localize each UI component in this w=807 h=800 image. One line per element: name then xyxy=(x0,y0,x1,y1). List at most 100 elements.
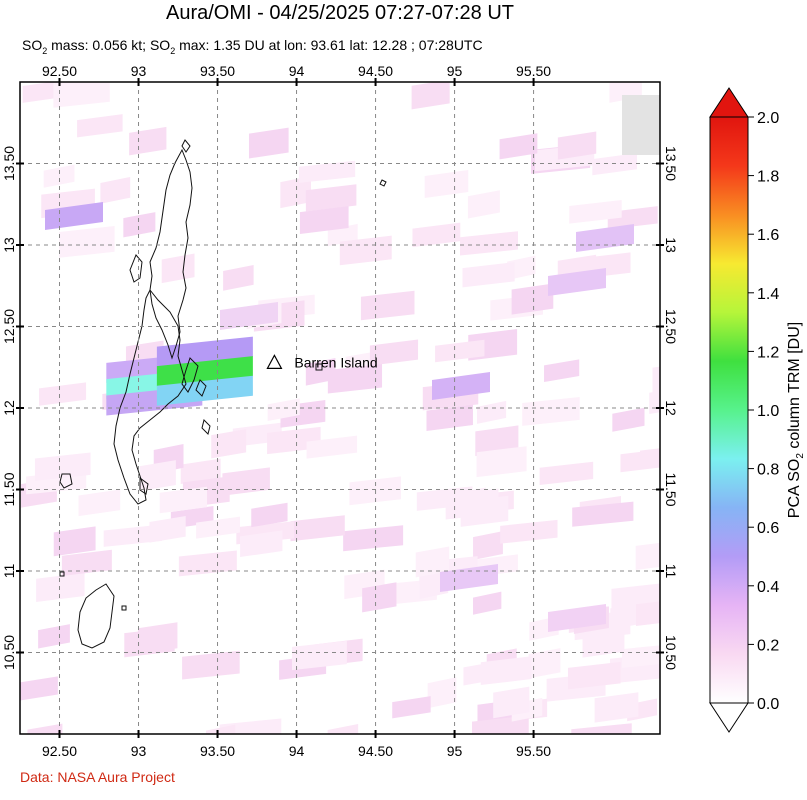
colorbar-tick-label: 1.6 xyxy=(757,227,779,244)
coastline-layer xyxy=(59,139,387,649)
so2-pixel xyxy=(298,160,356,183)
lon-tick-label: 95 xyxy=(447,743,463,759)
so2-plume-layer xyxy=(106,336,253,416)
so2-pixel xyxy=(460,231,519,256)
lat-tick-label: 11 xyxy=(1,564,17,579)
so2-plume-pixel xyxy=(156,375,253,406)
so2-pixel xyxy=(467,190,500,219)
so2-pixel xyxy=(594,692,639,723)
colorbar: 2.0 1.8 1.6 1.4 1.2 1.0 0.8 0.6 0.4 0.2 0.0 xyxy=(709,87,779,733)
so2-pixel xyxy=(53,82,110,108)
little-andaman-coast xyxy=(77,583,115,649)
map-title: Aura/OMI - 04/25/2025 07:27-07:28 UT xyxy=(166,2,514,24)
so2-pixel xyxy=(180,458,221,484)
so2-pixel xyxy=(306,435,358,459)
lon-tick-label: 94 xyxy=(289,743,305,759)
lon-tick-label: 94 xyxy=(289,63,305,79)
so2-pixel xyxy=(248,127,289,159)
so2-pixel xyxy=(53,526,96,557)
left-lat-labels: 13.50 13 12.50 12 11.50 11 10.50 xyxy=(1,146,17,670)
so2-pixel xyxy=(635,601,660,626)
interview-island-coast xyxy=(129,254,143,283)
lat-tick-label: 13 xyxy=(1,237,17,253)
so2-pixel xyxy=(34,452,91,481)
so2-pixel xyxy=(571,723,632,734)
north-andaman-islet xyxy=(181,139,191,153)
so2-pixel xyxy=(59,226,115,258)
so2-pixel xyxy=(426,404,473,431)
so2-pixel xyxy=(140,460,176,492)
rutland-coast xyxy=(139,477,149,495)
small-islet-a xyxy=(59,571,65,577)
so2-pixel xyxy=(622,645,660,668)
ritchie-archipelago-coast xyxy=(181,357,199,393)
colorbar-tick-label: 0.0 xyxy=(757,696,779,713)
lon-tick-label: 95.50 xyxy=(516,63,551,79)
so2-pixel xyxy=(223,265,254,291)
colorbar-tick-label: 0.4 xyxy=(757,579,779,596)
so2-pixel xyxy=(572,501,634,527)
so2-pixel xyxy=(77,114,123,138)
so2-pixel xyxy=(424,170,469,198)
colorbar-tick-label: 2.0 xyxy=(757,110,779,127)
volcano-triangle-icon xyxy=(266,354,283,369)
so2-pixel xyxy=(138,622,178,655)
so2-pixel xyxy=(473,591,502,615)
so2-pixel xyxy=(528,648,561,679)
so2-pixel xyxy=(343,525,404,552)
lat-tick-label: 13.50 xyxy=(1,146,17,181)
lon-tick-label: 94.50 xyxy=(358,63,393,79)
so2-pixel xyxy=(567,661,621,690)
lon-tick-label: 92.50 xyxy=(42,743,77,759)
lat-tick-label: 11.50 xyxy=(1,472,17,506)
colorbar-ticks: 2.0 1.8 1.6 1.4 1.2 1.0 0.8 0.6 0.4 0.2 0.0 xyxy=(748,110,779,713)
so2-pixel xyxy=(452,487,486,519)
so2-pixel xyxy=(45,202,103,230)
so2-pixel xyxy=(290,515,345,542)
colorbar-max-arrow xyxy=(709,87,749,118)
so2-pixel xyxy=(557,131,597,160)
lon-tick-label: 95 xyxy=(447,63,463,79)
lon-tick-label: 92.50 xyxy=(42,63,77,79)
havelock-coast xyxy=(195,379,207,397)
so2-pixel xyxy=(476,446,527,478)
so2-pixel xyxy=(411,82,450,110)
colorbar-ramp xyxy=(709,116,749,704)
so2-pixel xyxy=(412,222,461,248)
so2-pixel xyxy=(539,461,594,485)
no-data-patch xyxy=(622,95,660,155)
so2-pixel xyxy=(220,302,278,330)
so2-pixel xyxy=(205,724,236,734)
lat-tick-label: 11 xyxy=(663,564,679,579)
so2-pixel xyxy=(251,502,288,528)
so2-pixel xyxy=(548,268,606,296)
so2-pixel xyxy=(435,339,485,363)
so2-pixel xyxy=(27,723,63,734)
so2-pixel xyxy=(39,382,87,406)
graticule xyxy=(20,82,660,734)
so2-pixel xyxy=(149,516,186,543)
middle-andaman-coast xyxy=(113,289,187,505)
lon-tick-label: 93.50 xyxy=(200,63,235,79)
barren-island-coast xyxy=(315,363,323,371)
so2-pixel xyxy=(305,184,357,212)
so2-pixel xyxy=(499,133,538,160)
so2-pixel xyxy=(182,650,240,680)
so2-pixel xyxy=(620,449,660,473)
so2-pixel xyxy=(493,686,530,719)
so2-pixel xyxy=(327,723,359,734)
so2-pixel xyxy=(360,290,415,321)
colorbar-tick-label: 0.2 xyxy=(757,637,779,654)
so2-pixel xyxy=(432,372,490,400)
volcano-label: Barren Island xyxy=(294,354,377,370)
lat-tick-label: 13.50 xyxy=(663,146,679,181)
colorbar-tick-label: 0.8 xyxy=(757,462,779,479)
narcondam-coast xyxy=(379,179,387,187)
colorbar-tick-label: 1.0 xyxy=(757,403,779,420)
lon-tick-label: 95.50 xyxy=(516,743,551,759)
lon-tick-label: 93 xyxy=(131,743,147,759)
bottom-lon-labels: 92.50 93 93.50 94 94.50 95 95.50 xyxy=(42,743,551,759)
so2-pixel xyxy=(544,359,580,383)
so2-pixel xyxy=(240,530,283,558)
